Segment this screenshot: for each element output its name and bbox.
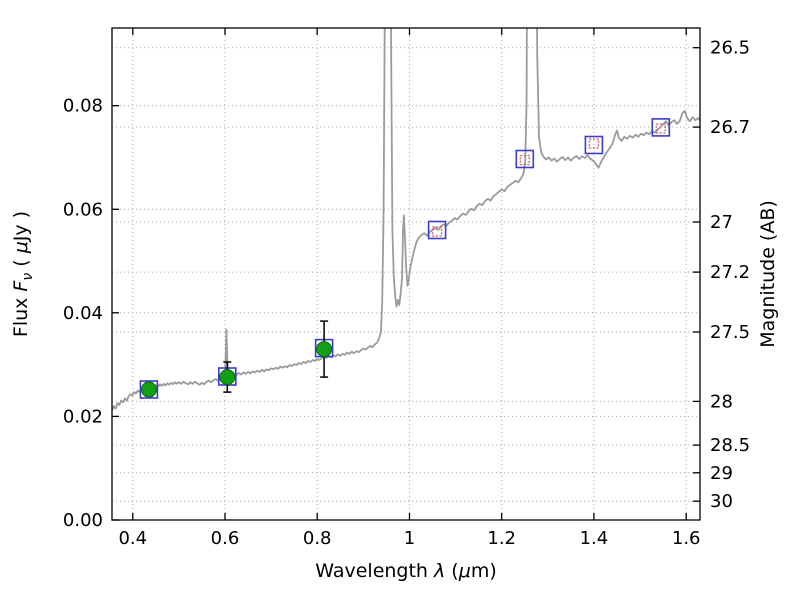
axes-frame — [111, 27, 701, 521]
plot-area — [112, 28, 700, 411]
magnitude-tick-label: 26.5 — [710, 38, 750, 59]
band-flux-square-marker — [515, 149, 535, 169]
observed-photometry-circle-marker — [219, 369, 236, 386]
y-tick-label: 0.00 — [63, 510, 103, 531]
y-tick-label: 0.02 — [63, 406, 103, 427]
x-axis-title: Wavelength λ (μm) — [315, 560, 496, 582]
band-flux-square-marker — [139, 380, 159, 399]
band-flux-square-marker — [427, 220, 447, 240]
x-tick-label: 1.6 — [672, 528, 701, 549]
model-photometry-square-marker — [431, 226, 443, 237]
magnitude-tick-label: 27.5 — [710, 322, 750, 343]
x-tick-label: 1 — [404, 528, 415, 549]
y-tick-label: 0.08 — [63, 96, 103, 117]
band-flux-squares — [139, 118, 671, 399]
magnitude-tick-label: 27.2 — [710, 262, 750, 283]
magnitude-tick-label: 27 — [710, 212, 733, 233]
x-tick-label: 0.4 — [118, 528, 147, 549]
plot-frame — [111, 27, 701, 521]
magnitude-tick-label: 28 — [710, 391, 733, 412]
magnitude-tick-label: 30 — [710, 491, 733, 512]
y-axis-title: Flux Fν ( μJy ) — [10, 211, 36, 337]
spectrum-line — [112, 28, 700, 411]
observed-photometry-circles — [140, 341, 333, 398]
x-tick-label: 1.2 — [487, 528, 516, 549]
tick-labels: 0.4 0.6 0.8 1 1.2 1.4 1.6 0.00 0.02 0.04 0.06 0.08 2… — [63, 38, 750, 549]
magnitude-tick-label: 29 — [710, 463, 733, 484]
axis-titles: Wavelength λ (μm) Flux Fν ( μJy ) Magnitud… — [10, 200, 779, 582]
x-tick-label: 0.8 — [303, 528, 332, 549]
magnitude-tick-label: 26.7 — [710, 117, 750, 138]
y-tick-label: 0.06 — [63, 199, 103, 220]
right-axis-title: Magnitude (AB) — [757, 200, 779, 348]
y-tick-label: 0.04 — [63, 303, 103, 324]
model-photometry-square-marker — [655, 123, 666, 134]
x-tick-label: 1.4 — [580, 528, 609, 549]
band-flux-square-marker — [651, 118, 671, 137]
x-tick-label: 0.6 — [211, 528, 240, 549]
observed-photometry-circle-marker — [140, 381, 157, 398]
observed-photometry-circle-marker — [316, 341, 333, 358]
band-flux-square-marker — [584, 135, 604, 155]
model-photometry-square-marker — [519, 154, 530, 166]
model-photometry-square-marker — [588, 138, 600, 149]
magnitude-tick-label: 28.5 — [710, 435, 750, 456]
